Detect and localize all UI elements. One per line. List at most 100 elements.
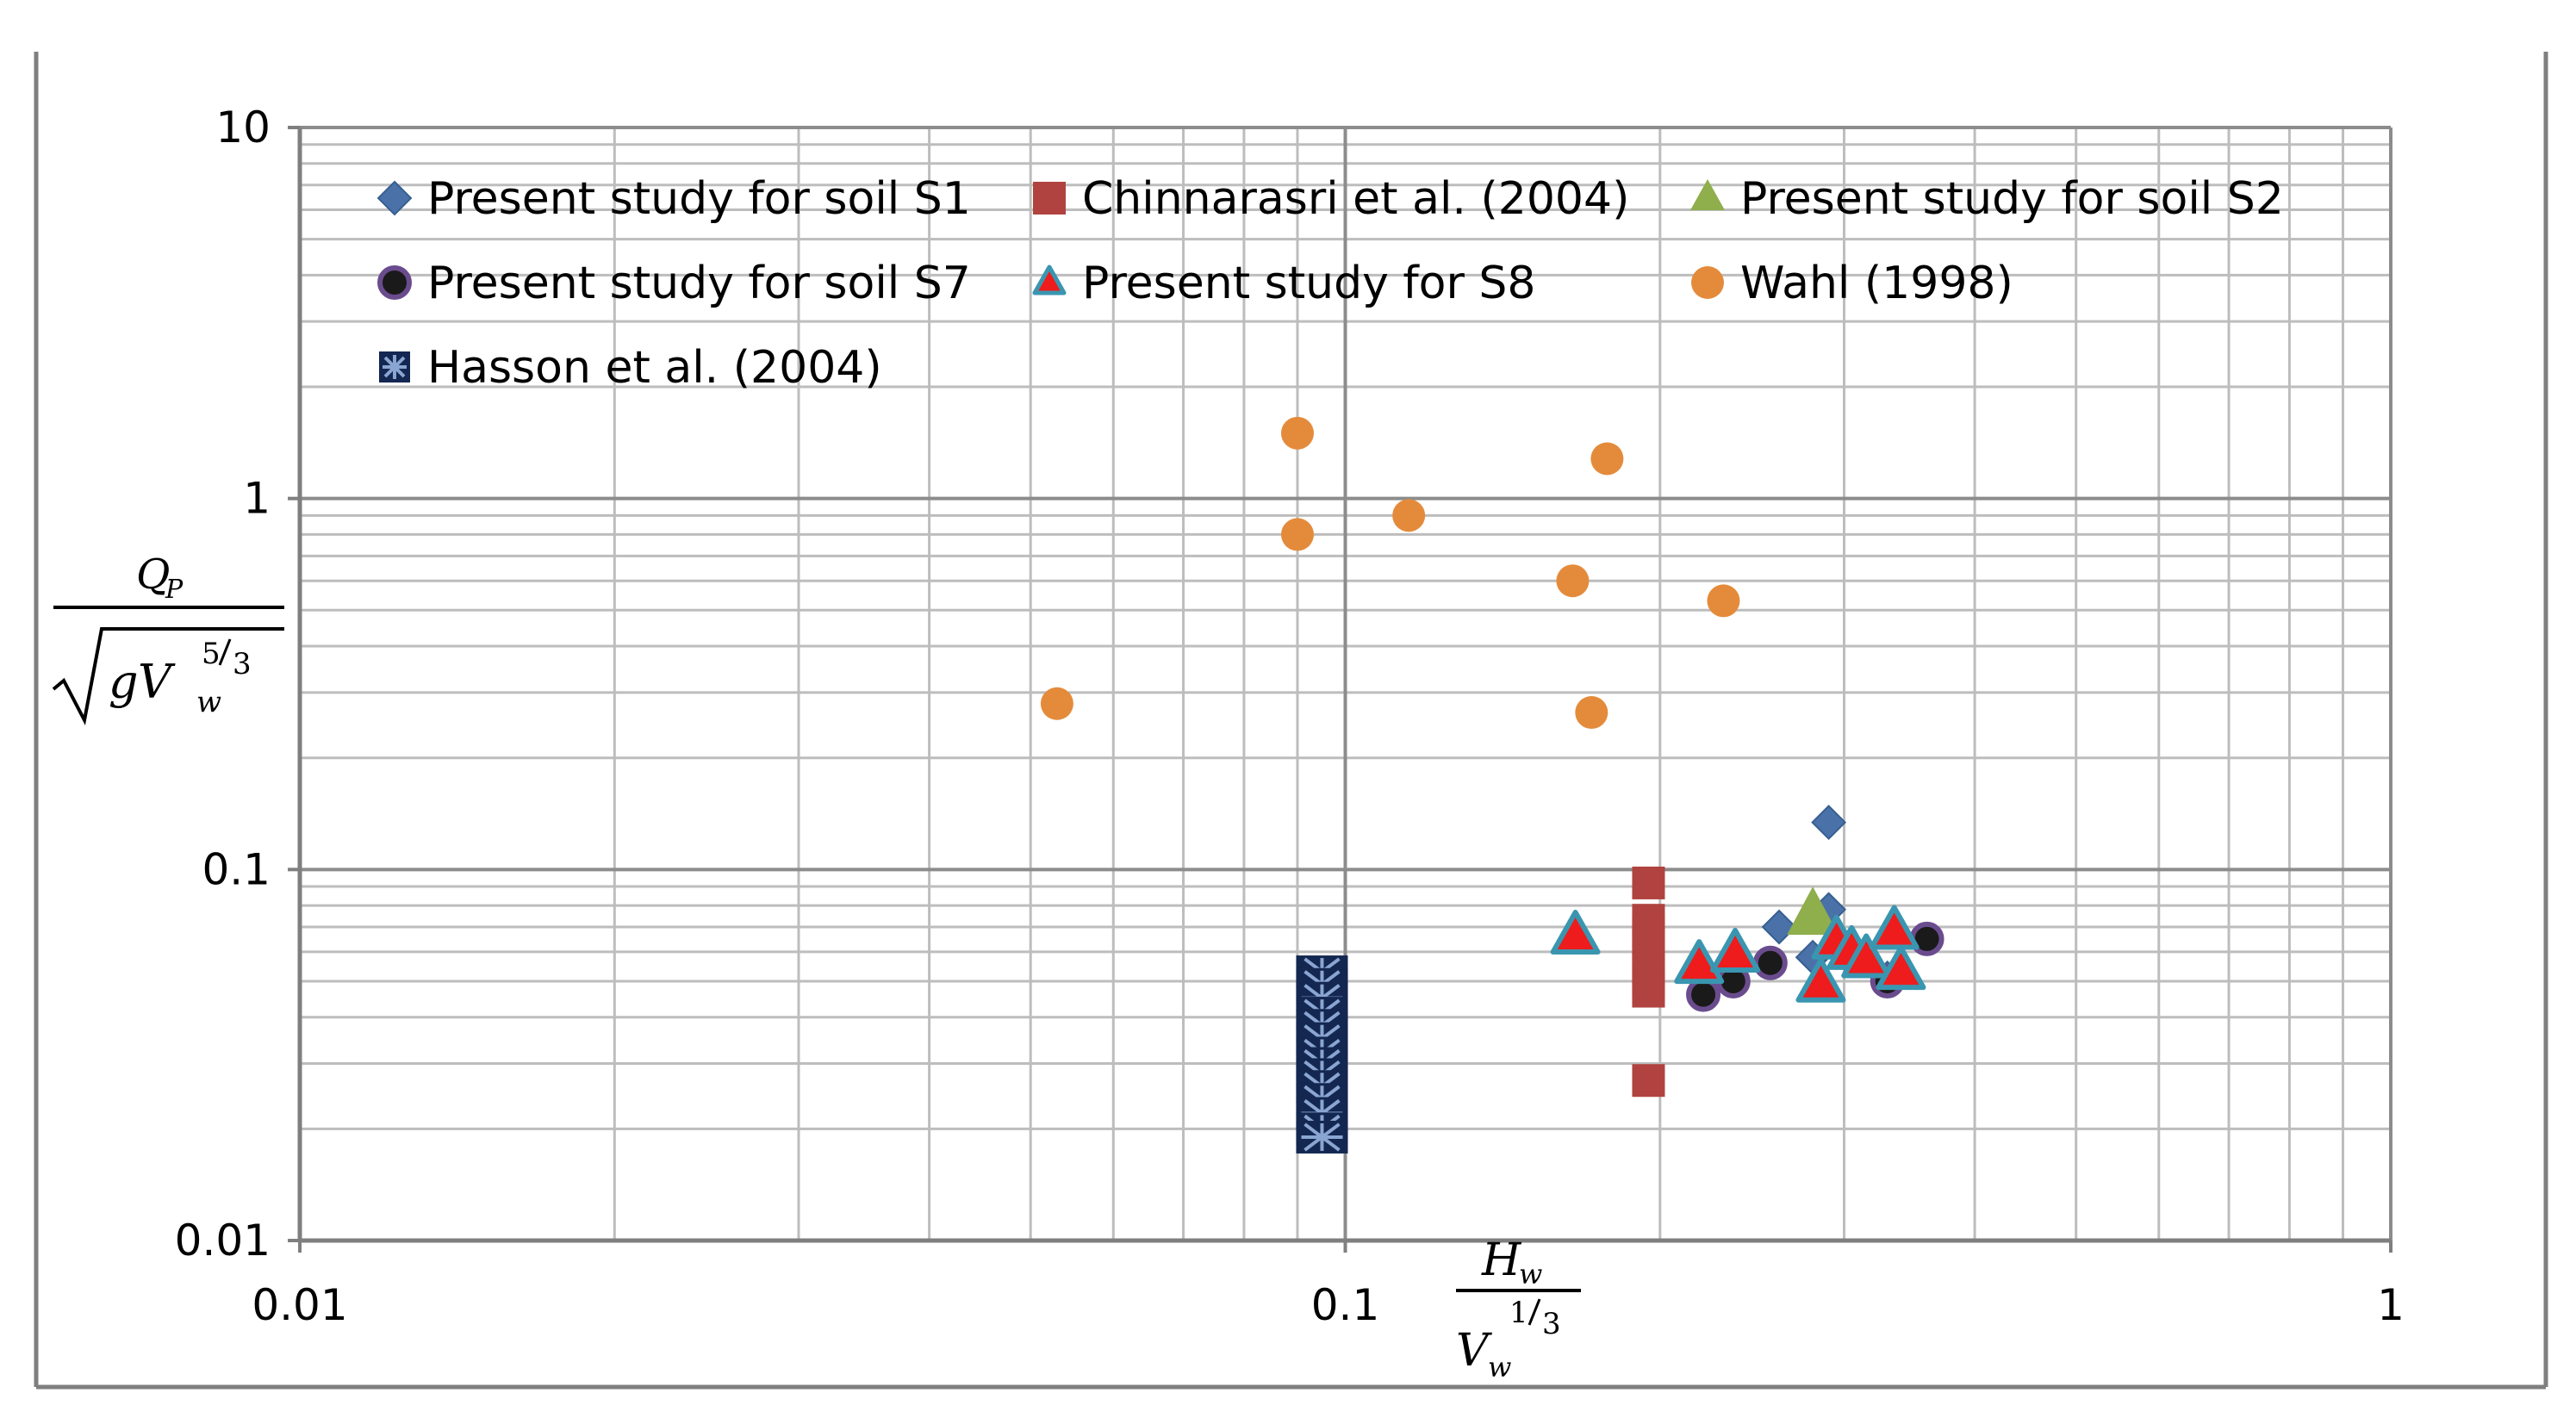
y-label-radicand-v: V — [138, 655, 176, 709]
asterisk-stroke — [383, 356, 406, 378]
data-point — [1811, 805, 1847, 841]
x-label-exp-num: 1 — [1509, 1296, 1528, 1330]
circle-shape — [1590, 442, 1624, 476]
data-point — [1752, 945, 1788, 980]
x-label-numerator-sub: w — [1519, 1258, 1542, 1291]
circle-shape — [1280, 518, 1314, 551]
data-point — [1280, 518, 1314, 551]
legend-item: Chinnarasri et al. (2004) — [1033, 173, 1629, 225]
circle-shape — [1280, 416, 1314, 450]
x-label-exp-den: 3 — [1542, 1307, 1561, 1341]
y-tick-label: 0.1 — [202, 844, 271, 894]
legend-item: Present study for S8 — [1032, 258, 1536, 309]
y-label-numerator: Q — [136, 550, 170, 599]
x-tick-label: 0.1 — [1311, 1280, 1380, 1330]
asterisk-stroke — [1304, 1123, 1341, 1152]
square-shape — [1632, 974, 1665, 1008]
square-shape — [1033, 182, 1066, 215]
diamond-shape — [1761, 909, 1797, 945]
data-point — [1787, 886, 1839, 936]
data-point — [1556, 564, 1590, 598]
data-point — [1707, 584, 1740, 618]
y-tick-label: 0.01 — [175, 1216, 271, 1266]
circle-shape — [1040, 687, 1073, 720]
y-tick-label: 1 — [243, 474, 271, 524]
diamond-shape — [376, 180, 413, 216]
data-point — [1296, 1120, 1348, 1154]
y-label-exp-slash — [218, 638, 232, 666]
legend-label: Present study for soil S7 — [427, 258, 971, 309]
triangle-shape — [1841, 933, 1892, 979]
x-label-denominator-sub: w — [1488, 1351, 1511, 1384]
tick-labels: 0.01 0.1 1 0.01 0.1 1 10 — [175, 103, 2405, 1330]
x-label-denominator: V — [1456, 1325, 1492, 1377]
legend-marker — [1691, 266, 1724, 299]
triangle-shape — [1674, 939, 1725, 985]
triangle-shape — [1787, 886, 1839, 936]
data-point — [1674, 939, 1725, 985]
series-2 — [1632, 866, 1665, 1098]
triangle-shape — [1710, 928, 1761, 973]
data-point — [1841, 933, 1892, 979]
data-point — [1632, 1064, 1665, 1098]
square-shape — [1632, 1064, 1665, 1098]
circle-shape — [1392, 499, 1426, 532]
y-label-exp-den: 3 — [233, 647, 252, 681]
data-point — [1550, 910, 1601, 955]
y-label-numerator-sub: P — [165, 575, 184, 605]
triangle-shape — [1876, 945, 1926, 991]
data-point — [1710, 928, 1761, 973]
triangle-shape — [1869, 905, 1920, 950]
data-point — [1632, 974, 1665, 1008]
data-point — [1876, 945, 1926, 991]
y-label-exp-num: 5 — [202, 637, 221, 671]
square-shape — [1632, 866, 1665, 899]
circle-shape — [1575, 696, 1608, 730]
x-tick-label: 1 — [2377, 1280, 2405, 1330]
data-point — [1632, 866, 1665, 899]
series-3 — [1787, 886, 1839, 936]
legend-item: Present study for soil S2 — [1690, 173, 2284, 225]
data-point — [1795, 957, 1846, 1003]
legend-label: Present study for soil S2 — [1740, 173, 2284, 225]
diamond-shape — [1811, 805, 1847, 841]
circle-shape — [1707, 584, 1740, 618]
circle-shape — [1686, 977, 1721, 1012]
data-point — [1761, 909, 1797, 945]
legend-marker — [1690, 179, 1725, 210]
legend-label: Present study for S8 — [1082, 258, 1536, 309]
y-label-radicand-g: g — [109, 655, 139, 709]
legend-label: Present study for soil S1 — [427, 173, 971, 225]
legend-marker — [377, 265, 412, 300]
legend-marker — [376, 180, 413, 216]
series-7 — [1296, 955, 1348, 1154]
legend-label: Chinnarasri et al. (2004) — [1082, 173, 1629, 225]
y-label-radicand-sub: w — [196, 685, 221, 719]
circle-shape — [1691, 266, 1724, 299]
x-label-exp-slash — [1528, 1298, 1541, 1326]
legend-marker — [1032, 264, 1067, 295]
circle-shape — [1556, 564, 1590, 598]
series-6 — [1040, 416, 1740, 730]
triangle-shape — [1550, 910, 1601, 955]
circle-shape — [1752, 945, 1788, 980]
grid — [288, 126, 2392, 1253]
data-point — [1575, 696, 1608, 730]
y-label-sqrt-sign — [52, 627, 284, 726]
y-tick-label: 10 — [215, 103, 271, 152]
x-axis-label: H w 1 3 V w — [1456, 1235, 1581, 1384]
data-point — [1590, 442, 1624, 476]
triangle-shape — [1795, 957, 1846, 1003]
legend-item: Hasson et al. (2004) — [379, 342, 882, 394]
legend-item: Wahl (1998) — [1691, 258, 2013, 309]
x-label-numerator: H — [1481, 1235, 1522, 1286]
data-point — [1392, 499, 1426, 532]
data-point — [1280, 416, 1314, 450]
legend-label: Wahl (1998) — [1740, 258, 2013, 309]
legend-marker — [1033, 182, 1066, 215]
circle-shape — [377, 265, 412, 300]
legend-item: Present study for soil S1 — [376, 173, 971, 225]
data-point — [1686, 977, 1721, 1012]
legend-item: Present study for soil S7 — [377, 258, 971, 309]
